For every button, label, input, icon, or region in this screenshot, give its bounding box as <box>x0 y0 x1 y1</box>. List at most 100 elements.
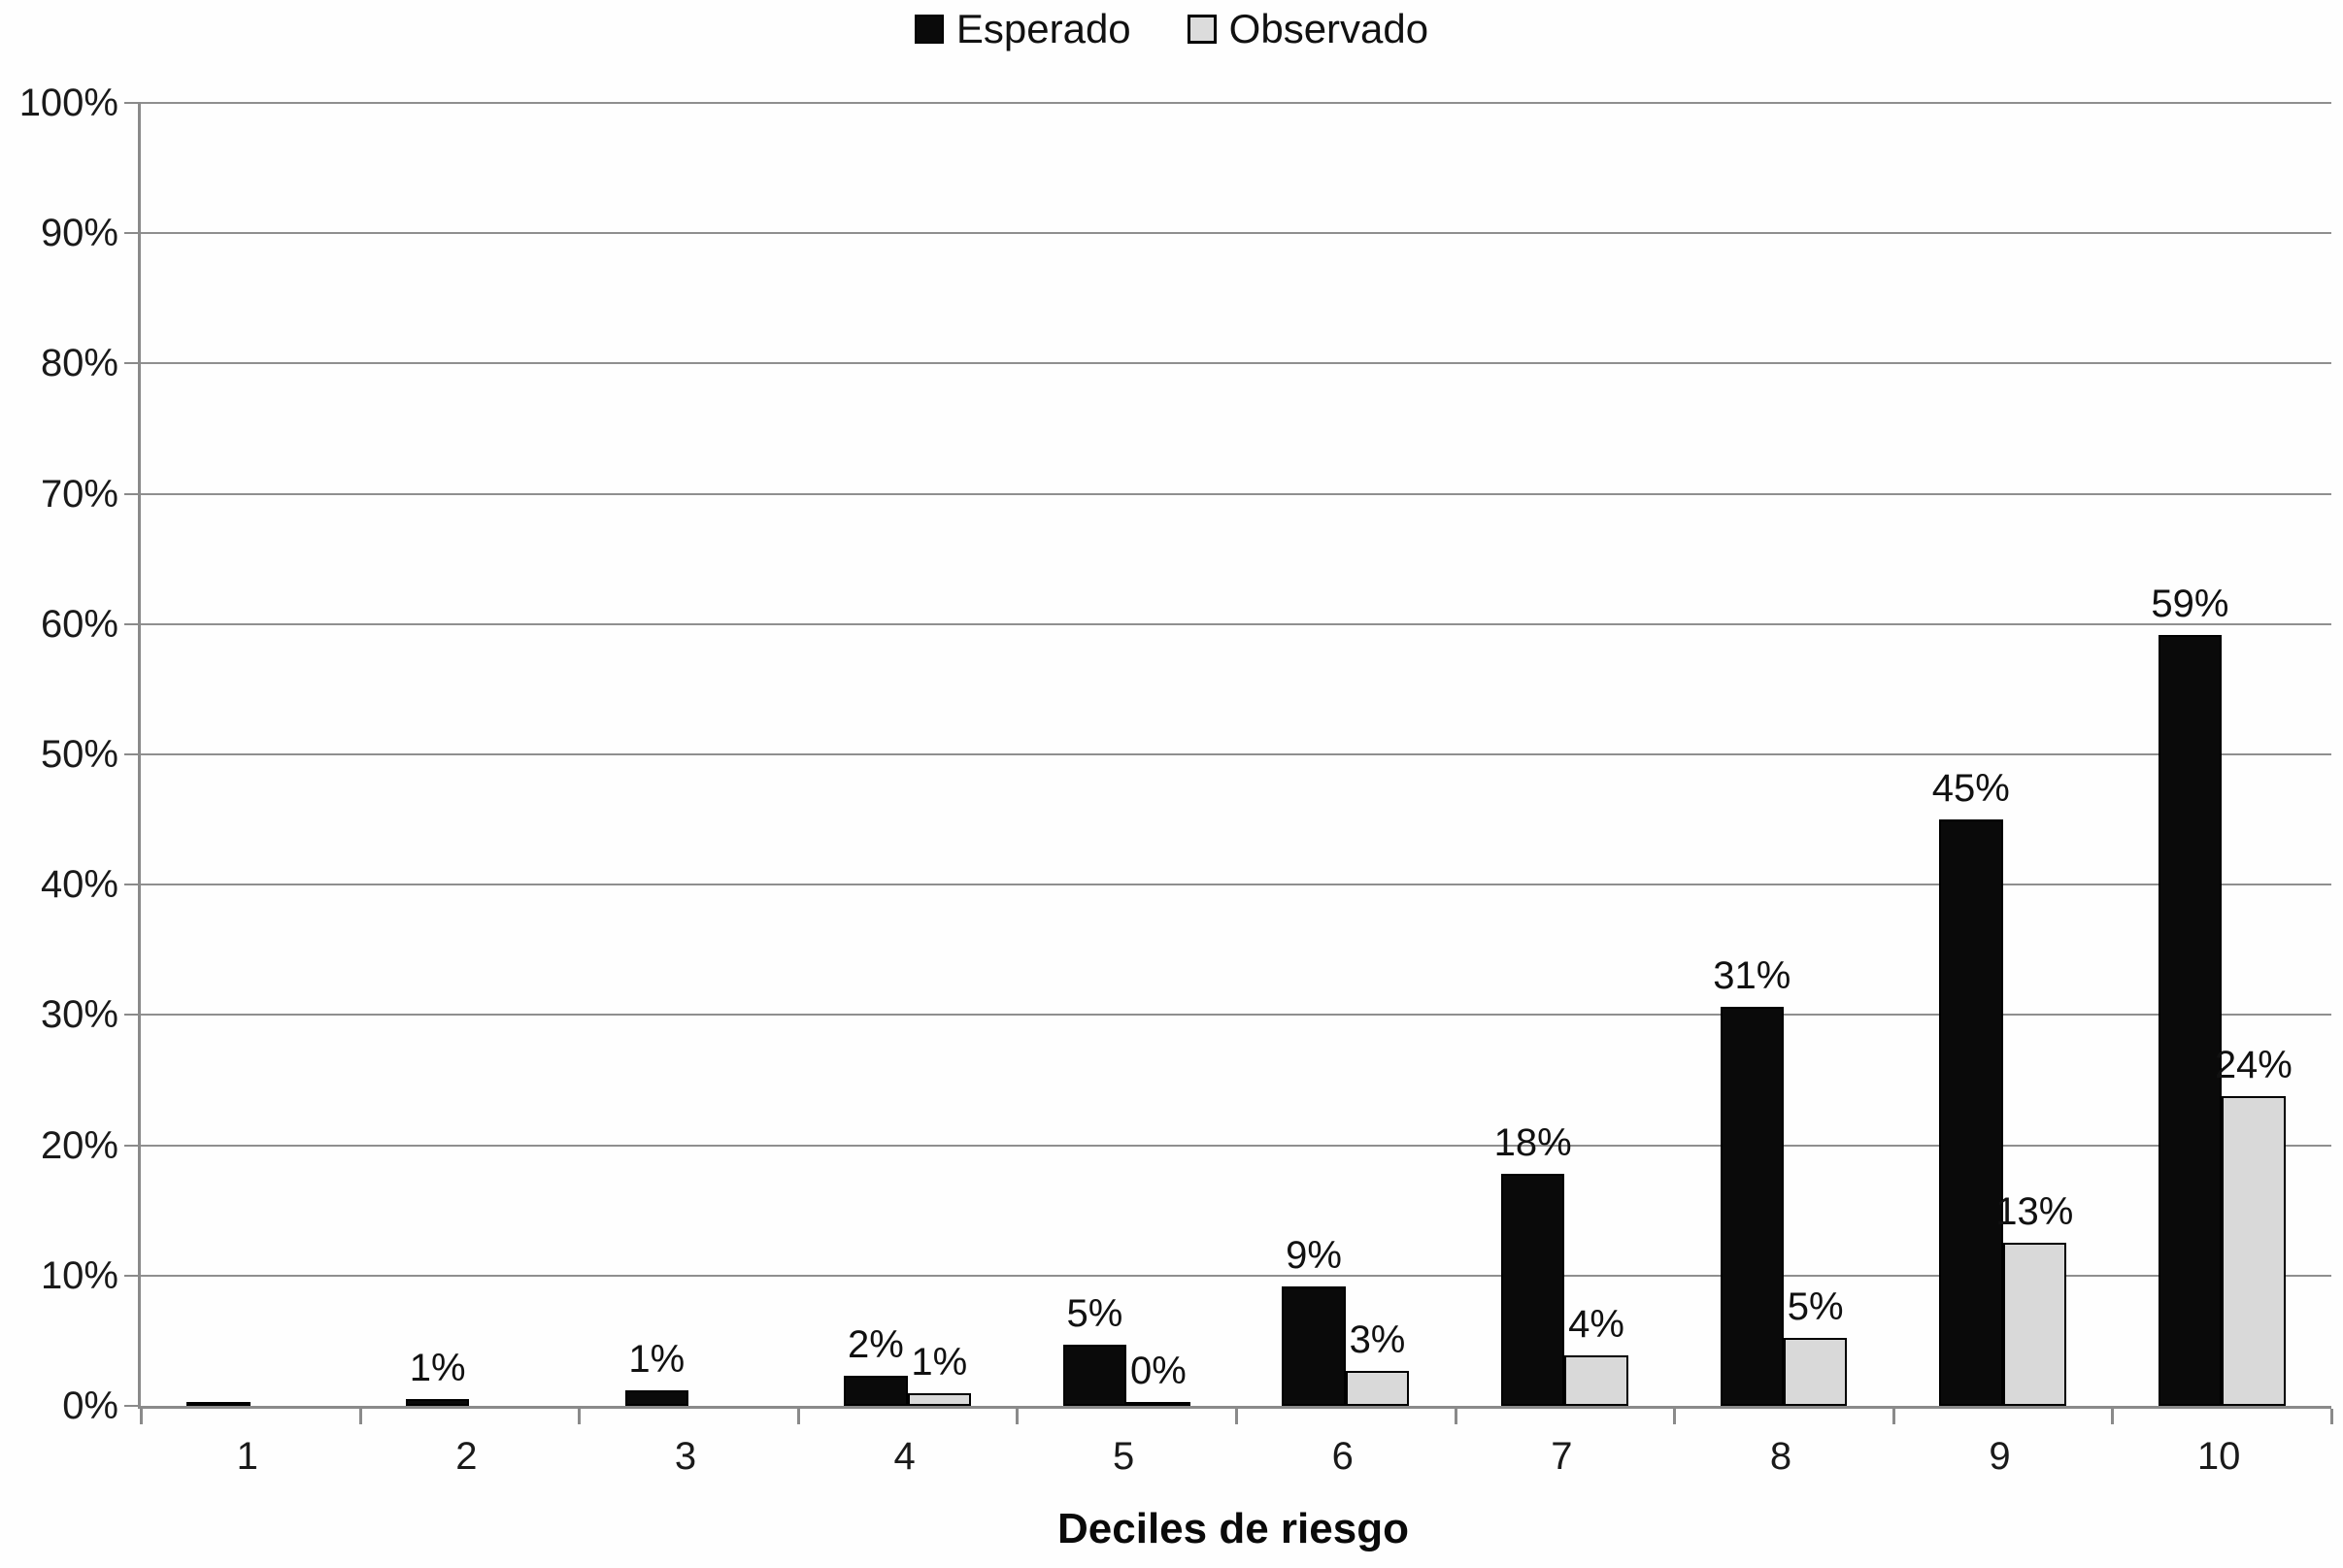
x-axis-category-label: 2 <box>455 1435 478 1478</box>
x-axis-tick <box>140 1409 143 1424</box>
bar-observado-decile-8 <box>1783 1338 1848 1406</box>
bar-esperado-decile-8 <box>1720 1007 1784 1406</box>
bar-observado-decile-5 <box>1126 1401 1190 1406</box>
y-axis-tick <box>124 884 141 886</box>
gridline <box>141 362 2331 365</box>
y-axis-tick-label: 100% <box>18 82 118 124</box>
y-axis-tick-label: 60% <box>40 602 118 646</box>
bar-esperado-decile-10 <box>2158 634 2223 1406</box>
x-axis-category-label: 4 <box>893 1435 916 1478</box>
data-label-esperado-decile-7: 18% <box>1493 1121 1572 1165</box>
data-label-esperado-decile-9: 45% <box>1931 767 2010 811</box>
x-axis-tick <box>578 1409 582 1424</box>
x-axis-title: Deciles de riesgo <box>1057 1505 1409 1552</box>
y-axis-tick <box>124 362 141 365</box>
plot-area: 1% 1% 2% 1% 5% 0% 9% 3% 18% 4% 31% 5% 45% 13% 59% 24% <box>124 102 2333 1424</box>
y-axis-tick <box>124 102 141 104</box>
bar-observado-decile-10 <box>2222 1095 2286 1406</box>
gridline <box>141 1014 2331 1017</box>
legend-item-esperado: Esperado <box>914 6 1131 52</box>
bar-group-decile-8: 31% 5% <box>1674 103 1893 1406</box>
x-axis-tick <box>2330 1409 2333 1424</box>
data-label-observado-decile-9: 13% <box>1995 1190 2074 1234</box>
bar-esperado-decile-6 <box>1282 1285 1346 1406</box>
y-axis-tick-label: 10% <box>40 1253 118 1297</box>
x-axis-tick <box>2111 1409 2115 1424</box>
y-axis-tick <box>124 492 141 495</box>
y-axis-tick <box>124 1014 141 1017</box>
x-axis-tick <box>1235 1409 1238 1424</box>
x-axis-tick <box>1673 1409 1677 1424</box>
legend-label-esperado: Esperado <box>955 6 1131 51</box>
y-axis-tick-label: 40% <box>40 863 118 907</box>
bar-esperado-decile-2 <box>405 1399 470 1406</box>
x-axis-category-label: 7 <box>1551 1435 1573 1478</box>
legend-item-observado: Observado <box>1187 6 1429 52</box>
bar-groups: 1% 1% 2% 1% 5% 0% 9% 3% 18% 4% 31% 5% 45% 13% 59% 24% <box>141 103 2331 1406</box>
gridline <box>141 753 2331 755</box>
x-axis-category-label: 5 <box>1113 1435 1135 1478</box>
x-axis-category-label: 6 <box>1331 1435 1354 1478</box>
bar-group-decile-2: 1% <box>360 103 580 1406</box>
bar-group-decile-1 <box>141 103 360 1406</box>
y-axis-tick-label: 90% <box>40 212 118 255</box>
data-label-esperado-decile-2: 1% <box>409 1347 466 1390</box>
x-axis-tick <box>1454 1409 1457 1424</box>
y-axis-tick <box>124 753 141 755</box>
y-axis-tick <box>124 1405 141 1407</box>
x-axis-category-label: 8 <box>1769 1435 1792 1478</box>
x-axis-labels: 1 2 3 4 5 6 7 8 9 10 <box>138 1435 2328 1479</box>
bar-group-decile-3: 1% <box>579 103 798 1406</box>
bar-esperado-decile-3 <box>624 1389 688 1406</box>
data-label-observado-decile-10: 24% <box>2214 1043 2293 1086</box>
bar-esperado-decile-9 <box>1939 819 2003 1406</box>
x-axis-category-label: 9 <box>1989 1435 2011 1478</box>
y-axis-tick <box>124 1274 141 1277</box>
bar-observado-decile-4 <box>907 1392 971 1406</box>
y-axis-tick <box>124 1144 141 1147</box>
y-axis-tick-label: 30% <box>40 993 118 1037</box>
data-label-observado-decile-6: 3% <box>1349 1318 1406 1361</box>
bar-group-decile-7: 18% 4% <box>1456 103 1675 1406</box>
y-axis-labels: 0% 10% 20% 30% 40% 50% 60% 70% 80% 90% 100% <box>0 83 118 1425</box>
y-axis-tick-label: 50% <box>40 733 118 776</box>
bar-observado-decile-6 <box>1345 1370 1410 1406</box>
gridline <box>141 1144 2331 1147</box>
y-axis-tick-label: 70% <box>40 472 118 516</box>
data-label-esperado-decile-3: 1% <box>628 1337 686 1381</box>
bar-group-decile-6: 9% 3% <box>1236 103 1456 1406</box>
y-axis-tick-label: 80% <box>40 342 118 385</box>
x-axis-category-label: 10 <box>2196 1435 2241 1478</box>
x-axis-tick <box>358 1409 362 1424</box>
bar-group-decile-9: 45% 13% <box>1893 103 2113 1406</box>
y-axis-tick <box>124 232 141 235</box>
data-label-observado-decile-7: 4% <box>1568 1302 1624 1346</box>
data-label-esperado-decile-4: 2% <box>847 1323 904 1367</box>
observado-swatch-icon <box>1187 15 1217 44</box>
bar-observado-decile-9 <box>2002 1243 2066 1406</box>
bar-esperado-decile-1 <box>186 1401 251 1406</box>
x-axis-tick <box>796 1409 800 1424</box>
data-label-esperado-decile-8: 31% <box>1713 954 1791 998</box>
data-label-esperado-decile-6: 9% <box>1286 1233 1342 1277</box>
x-axis-tick <box>1891 1409 1895 1424</box>
data-label-observado-decile-8: 5% <box>1787 1285 1844 1329</box>
gridline <box>141 492 2331 495</box>
chart-legend: Esperado Observado <box>0 6 2343 52</box>
bar-group-decile-10: 59% 24% <box>2112 103 2331 1406</box>
bar-esperado-decile-7 <box>1500 1174 1565 1406</box>
x-axis-category-label: 1 <box>236 1435 258 1478</box>
y-axis-tick-label: 20% <box>40 1123 118 1167</box>
gridline <box>141 622 2331 625</box>
bar-group-decile-5: 5% 0% <box>1017 103 1236 1406</box>
bar-observado-decile-7 <box>1564 1354 1628 1406</box>
gridline <box>141 1274 2331 1277</box>
data-label-esperado-decile-5: 5% <box>1066 1291 1123 1335</box>
gridline <box>141 102 2331 104</box>
legend-label-observado: Observado <box>1228 6 1429 51</box>
bar-esperado-decile-4 <box>844 1376 908 1406</box>
y-axis-tick-label: 0% <box>62 1385 118 1427</box>
y-axis-tick <box>124 622 141 625</box>
data-label-esperado-decile-10: 59% <box>2151 582 2229 625</box>
gridline <box>141 232 2331 235</box>
